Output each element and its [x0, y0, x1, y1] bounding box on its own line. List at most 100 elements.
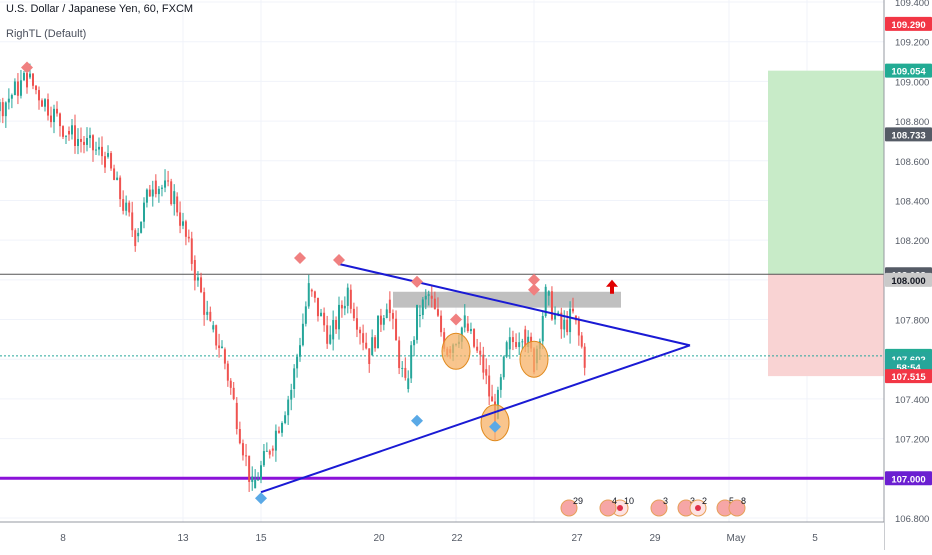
date-tick-label: 22 — [451, 533, 463, 544]
candle-body — [245, 455, 248, 457]
candle-body — [371, 337, 374, 356]
lower-trendline — [260, 344, 691, 494]
price-label-badge — [885, 127, 932, 142]
candle-body — [299, 345, 301, 357]
candle-body — [29, 73, 31, 78]
candle-body — [391, 313, 394, 319]
candle-body — [157, 188, 160, 195]
candle-body — [430, 295, 433, 299]
pivot-high-marker — [333, 253, 345, 266]
candle-body — [326, 325, 329, 344]
candle-body — [148, 189, 151, 197]
us-flag-icon: 29 — [560, 496, 583, 517]
candle-body — [515, 342, 518, 348]
candle-body — [19, 80, 22, 96]
candle-body — [502, 356, 505, 378]
candle-body — [98, 146, 100, 150]
pivot-high-marker — [528, 273, 540, 286]
candle-body — [196, 277, 199, 281]
candle-body — [232, 387, 235, 400]
candle-body — [479, 350, 482, 355]
candle-body — [554, 314, 557, 320]
flag-badge — [560, 499, 578, 517]
highlight-circle — [519, 340, 549, 378]
candle-body — [71, 125, 73, 135]
time-axis: 8 13 15 20 22 27 29 May 5 — [0, 521, 884, 550]
price-tick-label: 109.200 — [895, 38, 929, 49]
pivot-high-marker — [411, 275, 423, 288]
candle-body — [154, 180, 157, 195]
resistance-zone — [393, 291, 621, 308]
candle-body — [307, 283, 310, 307]
candle-body — [335, 320, 338, 330]
candle-body — [53, 108, 55, 123]
candle-body — [505, 342, 508, 357]
candle-body — [436, 309, 439, 316]
candle-body — [1, 102, 4, 117]
jp-flag-icon: 10 — [611, 496, 634, 517]
flag-badge — [728, 499, 746, 517]
jp-flag-icon: 2 — [689, 496, 707, 517]
candle-body — [374, 337, 377, 349]
candle-body — [277, 430, 280, 433]
candle-body — [499, 377, 502, 390]
us-flag-icon: 4 — [599, 496, 617, 517]
candle-body — [50, 115, 52, 123]
candle-body — [290, 389, 293, 400]
candle-body — [544, 286, 547, 317]
candle-body — [44, 99, 46, 107]
price-label-badge — [885, 63, 932, 78]
flag-badge — [650, 499, 668, 517]
candle-body — [496, 389, 499, 419]
candle-body — [421, 299, 424, 316]
indicator-legend[interactable]: RighTL (Default) — [6, 28, 87, 40]
candle-body — [473, 328, 476, 347]
candle-body — [74, 125, 76, 146]
candle-body — [443, 332, 446, 349]
pivot-high-marker — [528, 283, 540, 296]
candle-body — [362, 333, 365, 343]
event-count: 2 — [702, 496, 707, 506]
candle-body — [488, 375, 491, 397]
candle-body — [134, 230, 137, 247]
candle-body — [293, 368, 296, 389]
candle-body — [349, 289, 352, 309]
date-tick-label: 8 — [60, 533, 66, 544]
chart-title: U.S. Dollar / Japanese Yen, 60, FXCM — [6, 3, 194, 15]
price-label: 109.290 — [891, 20, 925, 31]
candle-body — [13, 81, 16, 96]
candle-body — [235, 402, 238, 430]
candle-body — [241, 443, 244, 456]
candle-body — [203, 292, 206, 315]
candle-body — [101, 146, 103, 157]
price-label: 58:54 — [896, 363, 921, 374]
candle-body — [265, 450, 268, 452]
candle-body — [160, 187, 163, 189]
pivot-low-marker — [489, 420, 501, 433]
candle-body — [440, 315, 443, 333]
candle-body — [187, 236, 190, 239]
candle-body — [119, 177, 122, 200]
candle-body — [418, 315, 421, 317]
price-label-badge — [885, 369, 932, 384]
candle-body — [583, 346, 586, 368]
event-count: 5 — [729, 496, 734, 506]
price-label-badge — [885, 272, 932, 287]
candle-body — [41, 100, 43, 107]
date-tick-label: 15 — [255, 533, 267, 544]
candle-body — [365, 342, 368, 349]
candle-body — [511, 337, 514, 343]
candle-body — [251, 476, 254, 482]
candle-body — [557, 312, 560, 315]
event-count: 29 — [573, 496, 583, 506]
candle-body — [47, 99, 49, 116]
candle-body — [485, 369, 488, 376]
candle-body — [413, 339, 416, 346]
price-tick-label: 108.800 — [895, 117, 929, 128]
candle-body — [7, 98, 10, 103]
candle-body — [182, 221, 184, 226]
candle-body — [281, 422, 284, 433]
candle-body — [193, 260, 196, 281]
